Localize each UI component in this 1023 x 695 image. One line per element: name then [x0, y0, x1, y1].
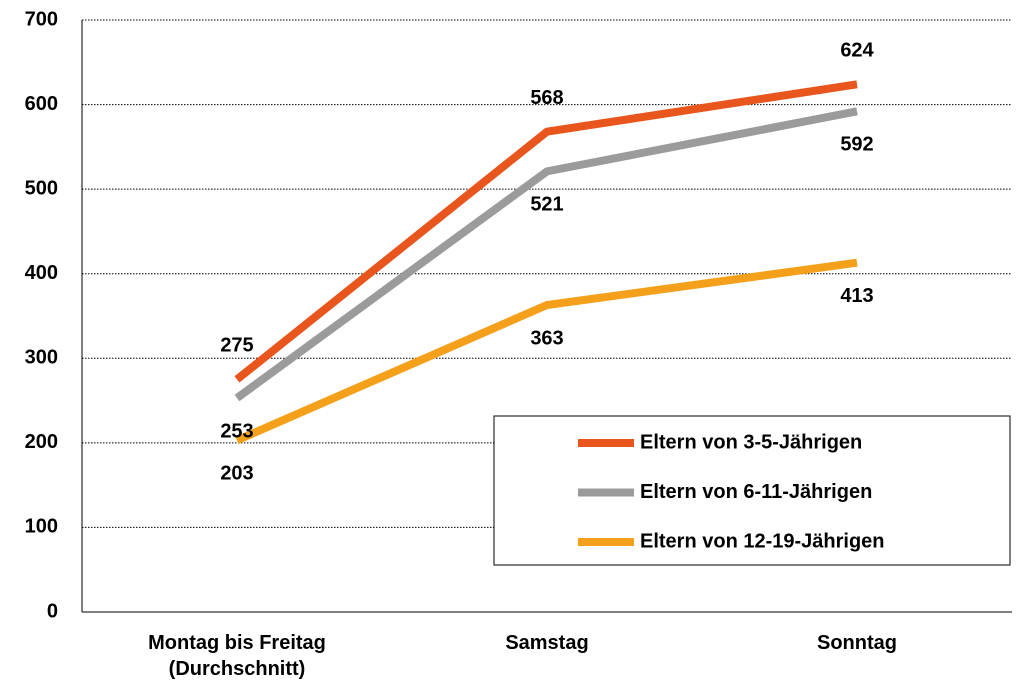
data-label: 413 [840, 285, 873, 307]
y-tick-label: 600 [25, 93, 58, 115]
y-tick-label: 400 [25, 262, 58, 284]
data-label: 253 [220, 420, 253, 442]
x-tick-label: Sonntag [817, 632, 897, 654]
y-tick-label: 500 [25, 177, 58, 199]
data-label: 203 [220, 463, 253, 485]
x-tick-label: Montag bis Freitag (Durchschnitt) [148, 632, 326, 680]
line [234, 80, 858, 383]
line [234, 107, 858, 402]
y-tick-label: 200 [25, 431, 58, 453]
line [235, 258, 858, 444]
data-label: 624 [840, 40, 874, 62]
y-tick-label: 100 [25, 516, 58, 538]
legend-label: Eltern von 3-5-Jährigen [640, 431, 862, 453]
data-label: 568 [530, 87, 563, 109]
y-tick-label: 300 [25, 347, 58, 369]
y-tick-label: 0 [47, 600, 58, 622]
data-label: 363 [530, 327, 563, 349]
legend-label: Eltern von 12-19-Jährigen [640, 530, 885, 552]
x-tick-label: Samstag [505, 632, 589, 654]
data-label: 275 [220, 335, 253, 357]
data-label: 521 [530, 194, 563, 216]
legend-label: Eltern von 6-11-Jährigen [640, 481, 872, 503]
y-tick-label: 700 [25, 8, 58, 30]
data-label: 592 [840, 134, 873, 156]
